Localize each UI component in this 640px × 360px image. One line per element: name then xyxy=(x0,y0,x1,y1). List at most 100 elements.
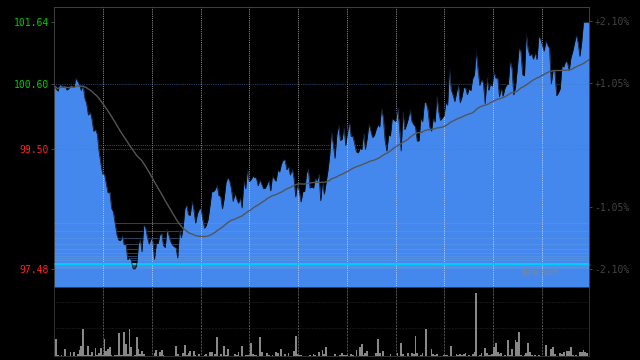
Bar xyxy=(140,354,141,356)
Bar xyxy=(550,350,552,356)
Bar xyxy=(495,343,497,356)
Bar xyxy=(86,355,88,356)
Bar xyxy=(98,353,100,356)
Bar xyxy=(451,346,452,356)
Bar xyxy=(356,350,357,356)
Bar xyxy=(570,347,572,356)
Bar xyxy=(492,355,493,356)
Bar xyxy=(234,354,236,356)
Bar xyxy=(129,329,131,356)
Bar xyxy=(408,354,409,356)
Bar xyxy=(518,332,520,356)
Bar xyxy=(504,355,506,356)
Bar xyxy=(252,354,253,356)
Bar xyxy=(343,355,345,356)
Bar xyxy=(425,329,427,356)
Bar xyxy=(579,352,580,356)
Bar xyxy=(216,337,218,356)
Bar xyxy=(476,293,477,356)
Bar xyxy=(259,337,261,356)
Bar xyxy=(499,354,500,356)
Bar xyxy=(561,354,563,356)
Bar xyxy=(456,354,458,356)
Bar xyxy=(341,353,343,356)
Bar xyxy=(313,354,314,356)
Bar xyxy=(154,354,156,356)
Bar xyxy=(57,355,59,356)
Bar xyxy=(443,355,445,356)
Bar xyxy=(261,352,262,356)
Bar xyxy=(136,337,138,356)
Bar xyxy=(64,349,66,356)
Bar xyxy=(159,352,161,356)
Bar xyxy=(447,355,449,356)
Bar xyxy=(433,354,434,356)
Bar xyxy=(534,355,536,356)
Bar xyxy=(468,355,470,356)
Bar xyxy=(189,351,191,356)
Bar xyxy=(545,345,547,356)
Bar xyxy=(500,354,502,356)
Bar xyxy=(77,354,79,356)
Bar xyxy=(582,350,584,356)
Bar xyxy=(195,355,196,356)
Bar xyxy=(379,353,381,356)
Bar xyxy=(125,345,127,356)
Bar xyxy=(361,344,363,356)
Bar xyxy=(161,350,163,356)
Bar xyxy=(436,355,438,356)
Bar xyxy=(109,347,111,356)
Bar xyxy=(214,354,216,356)
Bar xyxy=(458,355,460,356)
Bar xyxy=(244,355,246,356)
Bar xyxy=(280,350,282,356)
Bar xyxy=(134,355,136,356)
Bar xyxy=(186,355,188,356)
Bar xyxy=(481,353,483,356)
Bar xyxy=(575,355,577,356)
Bar xyxy=(415,336,417,356)
Bar xyxy=(106,351,107,356)
Bar xyxy=(84,355,86,356)
Bar xyxy=(193,351,195,356)
Bar xyxy=(559,353,561,356)
Bar xyxy=(516,342,518,356)
Bar xyxy=(474,351,476,356)
Bar xyxy=(73,352,75,356)
Bar xyxy=(275,352,277,356)
Bar xyxy=(237,352,239,356)
Bar xyxy=(227,350,228,356)
Bar xyxy=(325,347,327,356)
Bar xyxy=(490,355,492,356)
Bar xyxy=(334,354,336,356)
Bar xyxy=(143,354,145,356)
Bar xyxy=(531,355,532,356)
Bar xyxy=(572,355,573,356)
Bar xyxy=(277,353,278,356)
Bar xyxy=(322,350,323,356)
Bar xyxy=(552,347,554,356)
Bar xyxy=(209,352,211,356)
Bar xyxy=(111,355,113,356)
Bar xyxy=(80,346,82,356)
Bar xyxy=(287,353,289,356)
Bar xyxy=(538,355,540,356)
Bar xyxy=(397,353,399,356)
Bar xyxy=(309,355,311,356)
Bar xyxy=(508,340,509,356)
Bar xyxy=(188,353,189,356)
Bar xyxy=(350,354,352,356)
Bar xyxy=(420,355,422,356)
Bar xyxy=(323,354,325,356)
Bar xyxy=(529,352,531,356)
Bar xyxy=(484,348,486,356)
Bar xyxy=(417,353,418,356)
Bar xyxy=(493,347,495,356)
Bar xyxy=(511,349,513,356)
Bar xyxy=(97,355,98,356)
Bar xyxy=(127,354,129,356)
Bar xyxy=(366,351,368,356)
Bar xyxy=(220,354,221,356)
Bar xyxy=(122,355,124,356)
Bar xyxy=(284,354,286,356)
